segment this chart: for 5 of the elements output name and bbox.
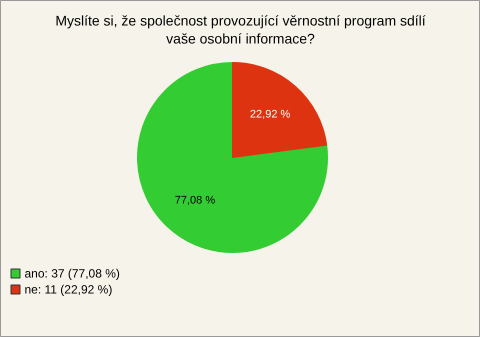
legend-label: ano: 37 (77,08 %) bbox=[24, 266, 120, 280]
data-label: 22,92 % bbox=[250, 108, 290, 121]
legend-label: ne: 11 (22,92 %) bbox=[24, 282, 112, 296]
chart-title: Myslíte si, že společnost provozující věrnostní program sdílí vaše osobní informace? bbox=[55, 12, 426, 46]
data-label: 77,08 % bbox=[174, 194, 216, 206]
